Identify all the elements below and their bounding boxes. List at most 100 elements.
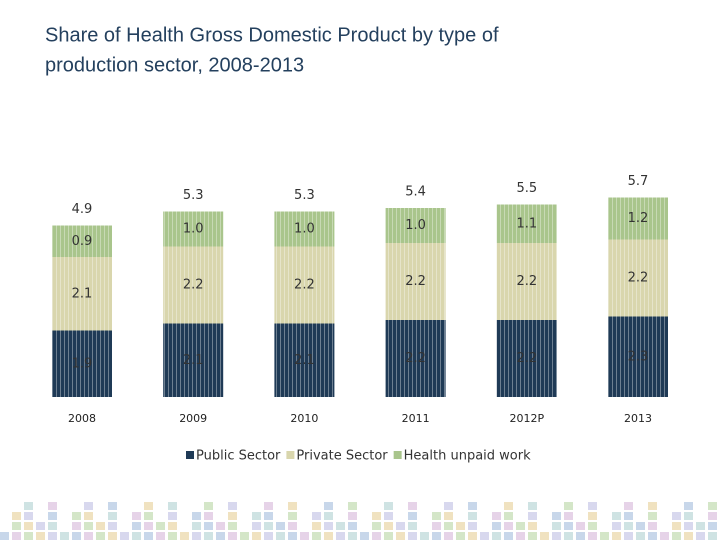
value-label: 2.1 (294, 353, 315, 368)
decor-square (168, 512, 177, 520)
decor-square (624, 522, 633, 530)
decor-square (360, 532, 369, 540)
decor-square (432, 532, 441, 540)
decor-square (708, 532, 717, 540)
decor-square (84, 522, 93, 530)
bar-texture (52, 257, 112, 331)
value-label: 2.2 (183, 278, 204, 293)
decor-square (144, 512, 153, 520)
total-label: 5.4 (405, 185, 426, 200)
decor-square (192, 532, 201, 540)
x-tick-label: 2011 (402, 412, 430, 425)
decor-square (456, 532, 465, 540)
decor-square (588, 512, 597, 520)
decor-square (552, 522, 561, 530)
decor-square (84, 512, 93, 520)
value-label: 1.0 (294, 222, 315, 237)
legend-label: Private Sector (296, 449, 388, 464)
decor-square (348, 532, 357, 540)
decor-square (708, 502, 717, 510)
decor-square (408, 512, 417, 520)
decor-square (252, 512, 261, 520)
decor-square (108, 522, 117, 530)
decor-square (240, 532, 249, 540)
decor-square (324, 512, 333, 520)
decor-square (564, 522, 573, 530)
decor-square (396, 522, 405, 530)
decor-square (468, 502, 477, 510)
decor-square (552, 532, 561, 540)
decor-square (492, 512, 501, 520)
decor-square (480, 532, 489, 540)
decor-square (648, 522, 657, 530)
bar-texture (608, 239, 668, 317)
decor-square (336, 522, 345, 530)
decor-square (444, 502, 453, 510)
decor-square (492, 532, 501, 540)
decor-square (564, 512, 573, 520)
value-label: 2.2 (516, 274, 537, 289)
decor-square (624, 512, 633, 520)
chart-title: Share of Health Gross Domestic Product b… (45, 24, 499, 46)
decor-square (312, 522, 321, 530)
value-label: 2.1 (183, 353, 204, 368)
total-label: 5.7 (628, 174, 649, 189)
decor-square (324, 502, 333, 510)
decor-square (672, 512, 681, 520)
decor-square (612, 522, 621, 530)
decor-square (216, 522, 225, 530)
decor-square (636, 522, 645, 530)
bar-texture (163, 246, 224, 324)
decor-square (672, 522, 681, 530)
decor-square (432, 522, 441, 530)
decor-square (372, 532, 381, 540)
decor-square (600, 532, 609, 540)
value-label: 1.2 (628, 211, 649, 226)
decor-square (444, 522, 453, 530)
bar-texture (274, 246, 335, 324)
value-label: 2.2 (516, 351, 537, 366)
decor-square (144, 522, 153, 530)
decor-square (132, 532, 141, 540)
decor-square (708, 512, 717, 520)
decor-square (348, 512, 357, 520)
decor-square (24, 502, 33, 510)
decor-square (108, 512, 117, 520)
decor-square (192, 522, 201, 530)
decor-square (228, 522, 237, 530)
bar-texture (163, 323, 224, 397)
value-label: 2.1 (72, 286, 93, 301)
decor-square (684, 522, 693, 530)
total-label: 5.5 (516, 181, 537, 196)
decor-square (204, 522, 213, 530)
decor-square (252, 532, 261, 540)
decor-square (588, 532, 597, 540)
decor-square (408, 502, 417, 510)
decor-square (528, 502, 537, 510)
decor-square (84, 532, 93, 540)
decor-square (504, 532, 513, 540)
decor-square (24, 522, 33, 530)
decor-square (24, 532, 33, 540)
bar-texture (608, 197, 668, 240)
decor-square (312, 512, 321, 520)
bar-texture (608, 316, 668, 397)
decor-square (684, 512, 693, 520)
decor-square (12, 522, 21, 530)
decor-square (132, 512, 141, 520)
decor-square (564, 502, 573, 510)
decoration (0, 502, 717, 540)
decor-square (0, 532, 9, 540)
decor-square (408, 532, 417, 540)
decor-square (168, 522, 177, 530)
decor-square (228, 532, 237, 540)
decor-square (384, 532, 393, 540)
decor-square (504, 512, 513, 520)
decor-square (648, 502, 657, 510)
decor-square (576, 532, 585, 540)
decor-square (168, 532, 177, 540)
legend-swatch (393, 451, 402, 459)
decor-square (552, 512, 561, 520)
decor-square (300, 532, 309, 540)
